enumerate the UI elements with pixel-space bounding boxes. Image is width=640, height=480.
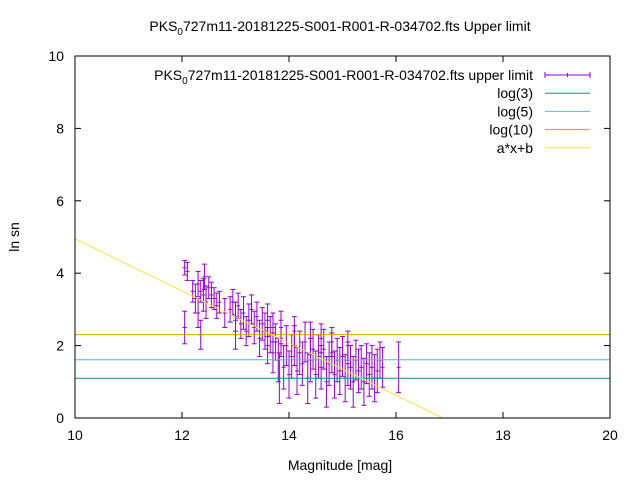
data-point — [286, 350, 292, 399]
data-point — [358, 345, 364, 390]
data-point — [241, 296, 247, 330]
data-point — [222, 298, 228, 328]
data-point — [259, 307, 265, 341]
data-point — [184, 261, 190, 281]
data-point — [208, 281, 214, 309]
data-point — [369, 345, 375, 390]
data-point — [329, 327, 335, 357]
legend: PKS0727m11-20181225-S001-R001-R-034702.f… — [154, 67, 591, 156]
legend-label: log(3) — [497, 85, 533, 101]
y-axis-label: ln sn — [6, 222, 22, 252]
y-tick-label: 8 — [56, 120, 64, 136]
x-axis: 10 12 14 16 18 20 — [67, 56, 618, 443]
data-point — [361, 357, 367, 406]
data-point — [238, 308, 244, 339]
data-point — [182, 260, 188, 276]
x-axis-label: Magnitude [mag] — [288, 457, 392, 473]
y-tick-label: 0 — [56, 410, 64, 426]
data-point — [195, 270, 201, 298]
plot-area — [75, 238, 610, 418]
chart-title: PKS0727m11-20181225-S001-R001-R-034702.f… — [149, 18, 530, 38]
fit-line — [75, 238, 444, 418]
plot-frame — [74, 55, 611, 419]
data-point — [350, 355, 356, 408]
x-tick-label: 14 — [281, 427, 297, 443]
data-point — [313, 350, 319, 399]
data-point — [337, 346, 343, 395]
data-point — [380, 346, 386, 388]
data-point — [270, 312, 276, 343]
data-point — [206, 276, 212, 300]
data-point — [345, 330, 351, 361]
data-point — [201, 263, 207, 290]
y-tick-label: 2 — [56, 338, 64, 354]
data-point — [291, 316, 297, 347]
data-point — [278, 310, 284, 345]
y-axis: 0 2 4 6 8 10 — [48, 48, 610, 426]
data-point — [323, 355, 329, 408]
data-point — [307, 321, 313, 356]
y-tick-label: 4 — [56, 265, 64, 281]
data-point — [356, 348, 362, 394]
data-point — [254, 301, 260, 332]
data-point — [348, 345, 354, 390]
data-point — [246, 303, 252, 338]
x-tick-label: 12 — [174, 427, 190, 443]
data-point — [289, 334, 295, 379]
data-point — [281, 345, 287, 390]
legend-entry: a*x+b — [497, 140, 590, 156]
data-point — [243, 316, 249, 347]
legend-label: a*x+b — [497, 140, 533, 156]
data-point — [227, 296, 233, 323]
legend-entry: log(10) — [489, 122, 590, 138]
data-point — [294, 346, 300, 395]
data-point — [396, 341, 402, 394]
y-tick-label: 10 — [48, 48, 64, 64]
data-point — [251, 310, 257, 345]
data-point — [321, 328, 327, 370]
data-point — [198, 279, 204, 303]
data-point — [297, 330, 303, 376]
chart-title-post: 727m11-20181225-S001-R001-R-034702.fts U… — [183, 18, 531, 34]
data-point — [318, 323, 324, 354]
x-tick-label: 16 — [388, 427, 404, 443]
data-point — [211, 287, 217, 310]
chart-title-pre: PKS — [149, 18, 177, 34]
data-point — [283, 325, 289, 367]
data-point — [364, 343, 370, 385]
data-point — [214, 292, 220, 319]
data-point — [190, 279, 196, 303]
data-point — [265, 303, 271, 338]
x-tick-label: 20 — [602, 427, 618, 443]
data-point — [374, 348, 380, 394]
legend-label: log(10) — [489, 122, 533, 138]
data-point — [200, 278, 206, 312]
data-point — [302, 321, 308, 363]
data-point — [331, 350, 337, 399]
legend-entry: log(3) — [497, 85, 590, 101]
legend-entry: log(5) — [497, 103, 590, 119]
legend-label: log(5) — [497, 103, 533, 119]
data-point — [340, 336, 345, 377]
legend-label: PKS0727m11-20181225-S001-R001-R-034702.f… — [154, 67, 533, 87]
x-tick-label: 10 — [67, 427, 83, 443]
data-point — [182, 310, 188, 345]
legend-entry: PKS0727m11-20181225-S001-R001-R-034702.f… — [154, 67, 591, 87]
data-point — [195, 298, 201, 328]
chart-title-sub: 0 — [177, 27, 183, 38]
data-point — [235, 292, 241, 319]
data-point — [249, 294, 255, 325]
data-point — [310, 328, 316, 370]
data-point — [230, 288, 236, 316]
y-tick-label: 6 — [56, 193, 64, 209]
data-point — [257, 319, 263, 357]
x-tick-label: 18 — [495, 427, 511, 443]
